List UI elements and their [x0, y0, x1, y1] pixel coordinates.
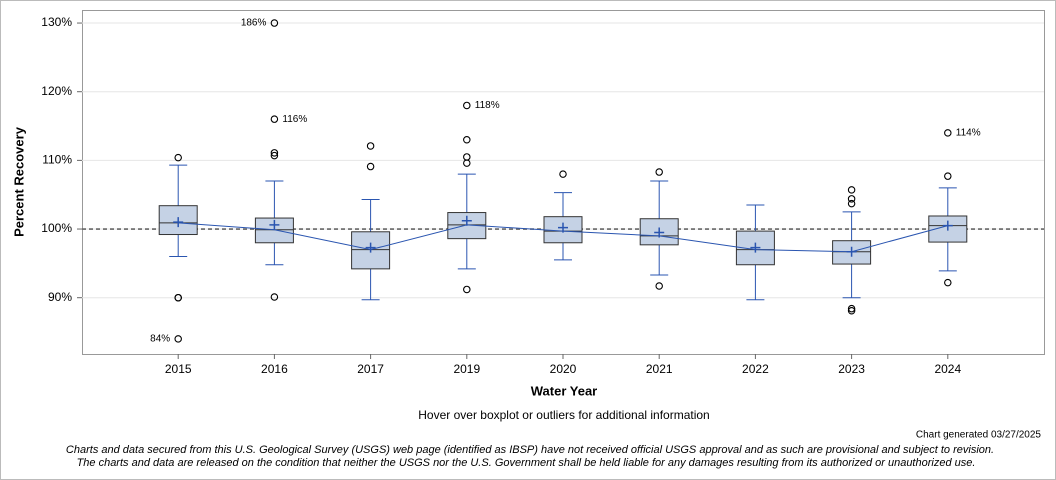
- outlier: [270, 149, 279, 157]
- outlier: [174, 293, 182, 302]
- disclaimer: Charts and data secured from this U.S. G…: [66, 444, 994, 456]
- y-tick-label: 130%: [41, 15, 72, 29]
- disclaimer: The charts and data are released on the …: [77, 457, 976, 469]
- outlier-label: 118%: [475, 100, 500, 111]
- box: [254, 217, 294, 244]
- x-tick-label: 2019: [453, 362, 480, 376]
- mean: [365, 242, 376, 253]
- x-tick-label: 2016: [261, 362, 288, 376]
- outlier: [655, 282, 663, 290]
- x-tick-label: 2021: [646, 362, 673, 376]
- x-tick-label: 2023: [838, 362, 865, 376]
- generated: Chart generated 03/27/2025: [916, 430, 1042, 441]
- outlier: [944, 129, 952, 137]
- y-axis-label: Percent Recovery: [11, 126, 26, 237]
- outlier: [174, 335, 182, 343]
- outlier-label: 114%: [956, 128, 981, 139]
- outlier: [463, 285, 471, 294]
- outlier: [655, 168, 663, 176]
- outlier: [847, 304, 856, 313]
- mean: [173, 217, 184, 228]
- outlier: [366, 162, 375, 171]
- box: [351, 231, 391, 270]
- x-tick-label: 2022: [742, 362, 769, 376]
- x-axis-label: Water Year: [531, 383, 598, 398]
- outlier: [847, 195, 856, 203]
- outlier: [270, 19, 279, 27]
- y-tick-label: 120%: [41, 84, 72, 98]
- outlier: [463, 136, 471, 144]
- mean: [461, 215, 472, 226]
- outlier: [463, 159, 471, 167]
- x-tick-label: 2015: [165, 362, 192, 376]
- outlier: [270, 115, 279, 123]
- outlier: [944, 172, 952, 180]
- box: [639, 218, 679, 246]
- outlier-label: 116%: [282, 114, 307, 125]
- y-tick-label: 90%: [48, 290, 72, 304]
- outlier-label: 186%: [241, 18, 267, 29]
- outlier: [366, 142, 375, 150]
- plot-area: [82, 10, 1045, 355]
- outlier: [944, 278, 952, 287]
- outlier: [847, 199, 856, 208]
- y-tick-label: 110%: [42, 153, 72, 167]
- outlier: [174, 153, 182, 162]
- mean: [269, 219, 280, 230]
- outlier-label: 84%: [150, 334, 170, 345]
- outlier: [463, 101, 471, 110]
- outlier: [847, 186, 856, 194]
- note: Hover over boxplot or outliers for addit…: [418, 408, 709, 422]
- outlier: [847, 306, 856, 315]
- outlier: [270, 293, 279, 301]
- outlier: [270, 151, 279, 160]
- x-tick-label: 2017: [357, 362, 384, 376]
- outlier: [559, 170, 567, 178]
- x-tick-label: 2024: [934, 362, 961, 376]
- median-line: [178, 222, 948, 253]
- y-tick-label: 100%: [41, 221, 72, 235]
- x-tick-label: 2020: [550, 362, 577, 376]
- mean: [750, 242, 761, 253]
